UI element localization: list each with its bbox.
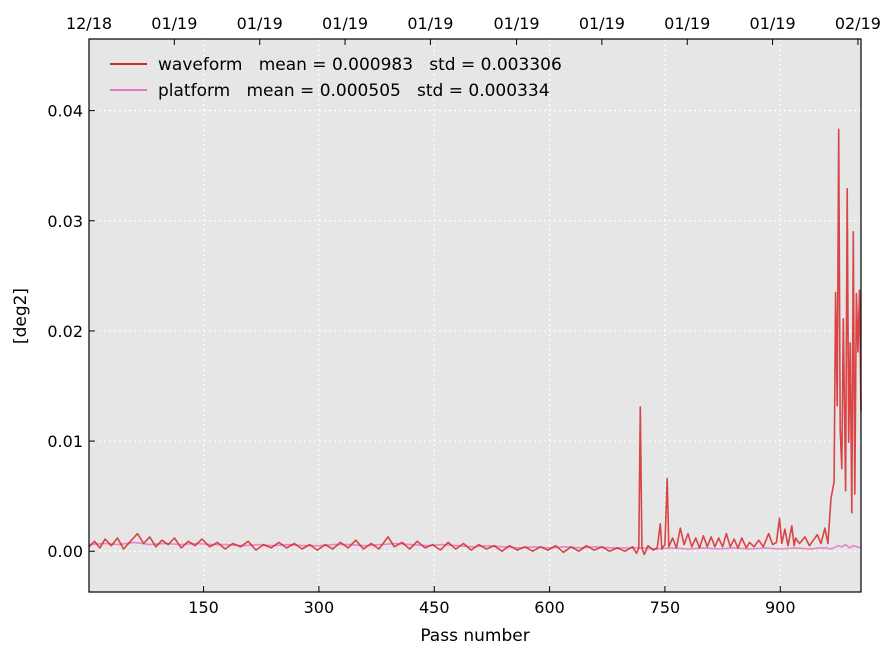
ticks xyxy=(88,39,859,592)
plot-background xyxy=(89,39,861,592)
x-tick-label: 450 xyxy=(419,598,450,617)
y-tick-label: 0.00 xyxy=(47,542,83,561)
grid xyxy=(89,39,861,592)
y-tick-label: 0.04 xyxy=(47,102,83,121)
top-tick-label: 01/19 xyxy=(493,14,539,33)
plot-frame xyxy=(88,38,862,593)
x-tick-label: 600 xyxy=(534,598,565,617)
top-tick-label: 01/19 xyxy=(664,14,710,33)
legend: waveform mean = 0.000983 std = 0.003306 … xyxy=(110,55,562,101)
top-tick-label: 01/19 xyxy=(407,14,453,33)
tick-labels: 150 300 450 600 750 900 0.00 0.01 0.02 0.03 0.04 12… xyxy=(47,14,881,617)
series-layer xyxy=(88,128,862,556)
x-axis-label: Pass number xyxy=(420,626,529,646)
top-tick-label: 01/19 xyxy=(579,14,625,33)
y-tick-label: 0.02 xyxy=(47,322,83,341)
x-tick-label: 300 xyxy=(304,598,335,617)
x-tick-label: 150 xyxy=(188,598,219,617)
y-axis-label: [deg2] xyxy=(11,288,31,344)
top-tick-label: 01/19 xyxy=(237,14,283,33)
legend-label-waveform: waveform mean = 0.000983 std = 0.003306 xyxy=(158,55,562,75)
top-tick-label: 02/19 xyxy=(835,14,881,33)
y-tick-label: 0.01 xyxy=(47,432,83,451)
top-tick-label: 01/19 xyxy=(151,14,197,33)
top-tick-label: 12/18 xyxy=(66,14,112,33)
top-tick-label: 01/19 xyxy=(322,14,368,33)
x-tick-label: 750 xyxy=(650,598,681,617)
top-tick-label: 01/19 xyxy=(750,14,796,33)
x-tick-label: 900 xyxy=(765,598,796,617)
y-tick-label: 0.03 xyxy=(47,212,83,231)
series-line-waveform xyxy=(88,128,862,556)
legend-label-platform: platform mean = 0.000505 std = 0.000334 xyxy=(158,81,550,101)
